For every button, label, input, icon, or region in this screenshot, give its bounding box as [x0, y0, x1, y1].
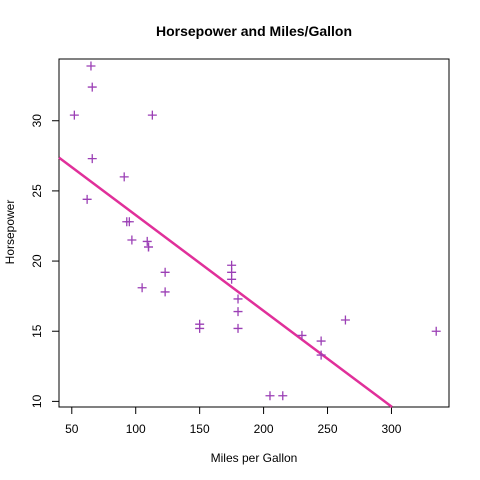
data-point — [234, 294, 243, 303]
data-point — [88, 83, 97, 92]
regression-line-group — [59, 158, 392, 407]
data-point — [227, 261, 236, 270]
chart-title: Horsepower and Miles/Gallon — [156, 23, 352, 39]
data-point — [83, 195, 92, 204]
x-tick-label: 200 — [254, 422, 274, 436]
y-tick-label: 30 — [30, 114, 44, 128]
x-axis: 50 100 150 200 250 300 — [65, 407, 402, 436]
data-point — [138, 283, 147, 292]
data-point — [234, 307, 243, 316]
data-point — [265, 391, 274, 400]
x-axis-label: Miles per Gallon — [211, 451, 298, 465]
data-point — [88, 154, 97, 163]
y-tick-label: 20 — [30, 254, 44, 268]
y-tick-label: 25 — [30, 184, 44, 198]
data-point — [148, 111, 157, 120]
data-point — [70, 111, 79, 120]
data-point — [278, 391, 287, 400]
data-points — [70, 62, 441, 401]
x-tick-label: 100 — [126, 422, 146, 436]
y-tick-label: 10 — [30, 394, 44, 408]
x-tick-label: 50 — [65, 422, 79, 436]
plot-frame — [59, 59, 449, 407]
data-point — [234, 324, 243, 333]
data-point — [432, 327, 441, 336]
data-point — [161, 268, 170, 277]
data-point — [120, 172, 129, 181]
data-point — [143, 237, 152, 246]
y-axis-label: Horsepower — [3, 200, 17, 265]
x-tick-label: 250 — [318, 422, 338, 436]
regression-line — [59, 158, 392, 407]
data-point — [195, 320, 204, 329]
data-point — [161, 287, 170, 296]
y-tick-label: 15 — [30, 324, 44, 338]
data-point — [341, 316, 350, 325]
data-point — [127, 236, 136, 245]
x-tick-label: 150 — [190, 422, 210, 436]
data-point — [144, 243, 153, 252]
data-point — [317, 337, 326, 346]
x-tick-label: 300 — [381, 422, 401, 436]
y-axis: 10 15 20 25 30 — [30, 114, 59, 408]
data-point — [86, 62, 95, 71]
